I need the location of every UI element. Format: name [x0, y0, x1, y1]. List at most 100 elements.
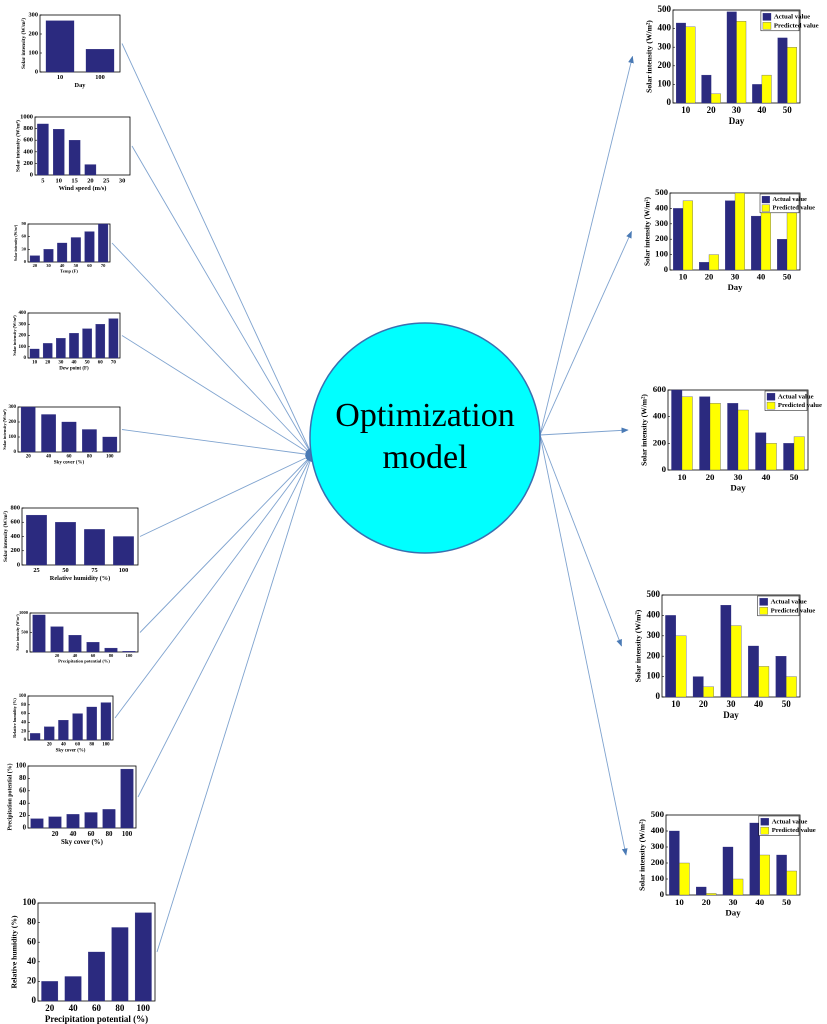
bar	[29, 255, 40, 263]
x-tick-label: 20	[26, 455, 32, 460]
bar	[85, 49, 115, 73]
bar	[671, 389, 683, 471]
y-axis-label: Solar intensity (W/m²)	[16, 614, 20, 651]
bar	[755, 432, 767, 471]
legend-swatch	[760, 818, 769, 826]
bar	[104, 647, 118, 653]
arrow	[539, 55, 634, 436]
x-tick-label: 100	[95, 74, 105, 81]
arrows	[111, 43, 634, 953]
x-axis-label: Wind speed (m/s)	[59, 185, 107, 192]
y-tick-label: 40	[27, 956, 37, 966]
x-tick-label: 60	[67, 455, 73, 460]
bar	[673, 208, 684, 271]
x-tick-label: 10	[678, 472, 687, 482]
bar	[41, 981, 59, 1002]
x-tick-label: 40	[72, 361, 78, 366]
legend-box	[764, 390, 808, 411]
plot-frame	[27, 695, 114, 741]
plot-frame	[39, 14, 121, 73]
bar	[737, 409, 749, 471]
x-tick-label: 80	[87, 455, 93, 460]
x-tick-label: 20	[702, 897, 711, 907]
legend-label: Predicted value	[771, 607, 816, 614]
bar	[84, 529, 105, 566]
bar	[29, 733, 41, 741]
bar	[20, 406, 36, 453]
y-tick-label: 20	[19, 812, 26, 819]
bar	[725, 200, 736, 271]
x-tick-label: 50	[782, 699, 792, 709]
legend-label: Actual value	[772, 818, 808, 825]
y-tick-label: 300	[655, 218, 668, 228]
bar	[42, 343, 53, 359]
bar	[43, 249, 54, 263]
legend-swatch	[762, 13, 772, 21]
y-tick-label: 80	[21, 703, 26, 708]
bar	[98, 223, 109, 263]
x-tick-label: 50	[783, 272, 792, 282]
y-tick-label: 200	[23, 160, 33, 167]
y-tick-label: 40	[19, 800, 26, 807]
bar	[752, 84, 763, 104]
bar	[777, 37, 788, 104]
bar	[675, 635, 687, 698]
y-axis-label: Solar intensity (W/m²)	[2, 511, 9, 562]
y-tick-label: 0	[667, 97, 672, 107]
bar	[68, 140, 81, 176]
arrow	[539, 427, 629, 436]
y-tick-label: 100	[19, 345, 27, 350]
x-tick-label: 50	[74, 263, 79, 268]
legend-label: Predicted value	[778, 402, 822, 409]
y-axis-label: Relative humidity (%)	[9, 915, 18, 988]
bar	[708, 254, 719, 271]
bar	[727, 403, 739, 471]
y-tick-label: 40	[21, 721, 26, 726]
bar	[759, 854, 770, 896]
bar	[758, 666, 770, 698]
bar	[730, 625, 742, 698]
bar	[44, 726, 55, 741]
y-tick-label: 300	[29, 11, 39, 18]
y-tick-label: 300	[658, 41, 672, 51]
bar	[777, 239, 788, 271]
bar	[709, 403, 721, 471]
y-tick-label: 0	[664, 264, 668, 274]
y-tick-label: 100	[19, 694, 27, 699]
y-tick-label: 300	[19, 322, 27, 327]
x-axis-label: Day	[723, 710, 739, 720]
y-tick-label: 20	[21, 729, 26, 734]
y-tick-label: 90	[22, 221, 27, 226]
x-tick-label: 30	[732, 105, 742, 115]
y-tick-label: 0	[24, 259, 27, 264]
x-tick-label: 50	[783, 105, 793, 115]
bar	[692, 676, 704, 698]
y-tick-label: 30	[22, 246, 27, 251]
y-tick-label: 400	[658, 23, 672, 33]
x-tick-label: 100	[106, 455, 114, 460]
x-tick-label: 10	[671, 699, 681, 709]
x-tick-label: 20	[33, 263, 38, 268]
x-tick-label: 40	[60, 263, 65, 268]
x-tick-label: 20	[87, 177, 93, 184]
bar	[736, 21, 747, 104]
arrow	[111, 242, 313, 456]
bar	[786, 211, 797, 271]
bar	[134, 912, 152, 1002]
x-tick-label: 40	[70, 831, 77, 838]
x-tick-label: 50	[782, 897, 791, 907]
y-tick-label: 200	[655, 233, 668, 243]
bar	[29, 348, 40, 359]
bar	[84, 164, 97, 176]
bar	[122, 651, 136, 653]
bar	[682, 200, 693, 271]
x-axis-label: Precipitation potential (%)	[58, 658, 110, 663]
y-tick-label: 0	[24, 738, 27, 743]
x-tick-label: 40	[69, 1003, 79, 1013]
y-tick-label: 100	[16, 763, 27, 770]
x-tick-label: 10	[57, 74, 63, 81]
y-tick-label: 60	[19, 787, 26, 794]
bar	[786, 870, 797, 896]
legend-swatch	[759, 607, 768, 615]
x-tick-label: 80	[115, 1003, 125, 1013]
